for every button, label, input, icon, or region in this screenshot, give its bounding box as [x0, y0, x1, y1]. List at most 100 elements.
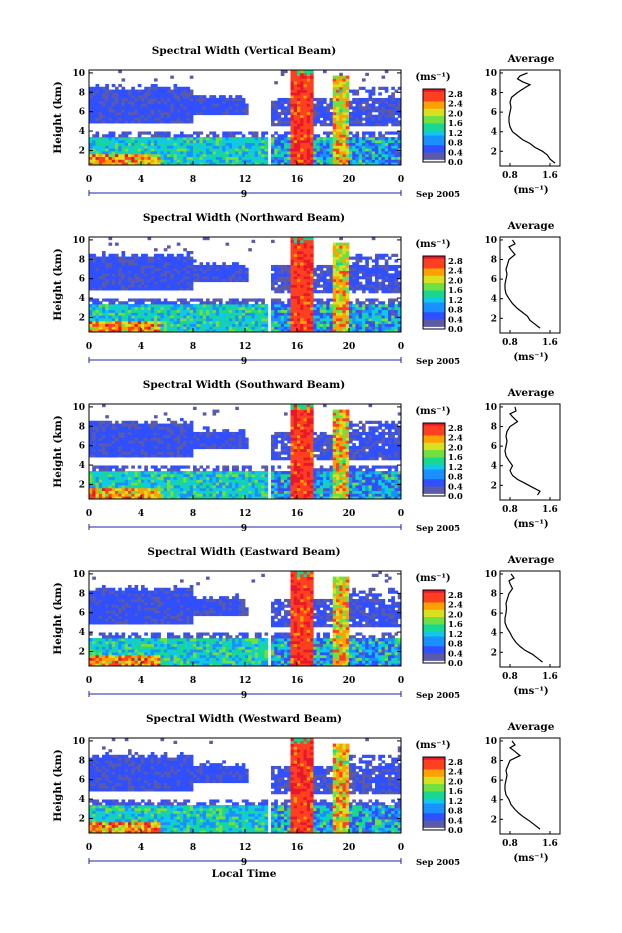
profile-frame — [500, 738, 560, 834]
profile-title: Average — [507, 387, 555, 399]
x-tick-label: 12 — [239, 676, 252, 686]
x-tick-label: 8 — [190, 175, 196, 185]
day-label: 9 — [241, 524, 247, 534]
y-tick-label: 4 — [79, 461, 85, 471]
profile-x-label: (ms⁻¹) — [513, 686, 548, 697]
x-tick-label: 0 — [398, 342, 404, 352]
panel-title: Spectral Width (Northward Beam) — [143, 212, 345, 224]
y-tick-label: 2 — [79, 146, 85, 156]
date-label: Sep 2005 — [416, 691, 460, 701]
profile-y-tick-label: 4 — [491, 128, 497, 138]
y-tick-label: 2 — [79, 480, 85, 490]
profile-x-tick-label: 0.8 — [502, 171, 518, 181]
profile-y-tick-label: 4 — [491, 796, 497, 806]
colorbar-tick-label: 1.2 — [448, 129, 463, 139]
colorbar — [423, 757, 445, 830]
date-label: Sep 2005 — [416, 858, 460, 868]
panel-title: Spectral Width (Southward Beam) — [143, 379, 345, 391]
profile-x-tick-label: 0.8 — [502, 505, 518, 515]
colorbar-tick-label: 1.2 — [448, 797, 463, 807]
profile-title: Average — [507, 220, 555, 232]
colorbar-unit: (ms⁻¹) — [415, 239, 450, 250]
colorbar-unit: (ms⁻¹) — [415, 573, 450, 584]
profile-y-tick-label: 6 — [491, 275, 497, 285]
profile-y-tick-label: 10 — [484, 403, 497, 413]
colorbar-tick-label: 2.4 — [448, 601, 463, 611]
date-label: Sep 2005 — [416, 357, 460, 367]
y-tick-label: 2 — [79, 647, 85, 657]
heatmap-cells — [89, 571, 401, 666]
x-tick-label: 0 — [398, 509, 404, 519]
panel-3: Spectral Width (Southward Beam)246810Hei… — [52, 379, 560, 534]
colorbar-tick-label: 1.2 — [448, 463, 463, 473]
x-tick-label: 16 — [291, 342, 304, 352]
profile-y-tick-label: 4 — [491, 629, 497, 639]
heatmap-cells — [89, 738, 401, 833]
y-tick-label: 8 — [79, 756, 85, 766]
x-tick-label: 0 — [398, 175, 404, 185]
colorbar-tick-label: 1.6 — [448, 620, 463, 630]
colorbar — [423, 590, 445, 663]
x-tick-label: 4 — [138, 509, 144, 519]
colorbar-tick-label: 2.0 — [448, 610, 463, 620]
colorbar-tick-label: 0.8 — [448, 306, 463, 316]
profile-x-label: (ms⁻¹) — [513, 519, 548, 530]
profile-y-tick-label: 8 — [491, 757, 497, 767]
y-tick-label: 6 — [79, 609, 85, 619]
colorbar-unit: (ms⁻¹) — [415, 72, 450, 83]
colorbar-tick-label: 0.8 — [448, 640, 463, 650]
y-tick-label: 4 — [79, 127, 85, 137]
profile-y-tick-label: 2 — [491, 648, 497, 658]
profile-y-tick-label: 8 — [491, 89, 497, 99]
profile-line — [505, 741, 540, 829]
profile-x-tick-label: 0.8 — [502, 672, 518, 682]
y-axis-label: Height (km) — [52, 248, 64, 320]
panels: Spectral Width (Vertical Beam)246810Heig… — [52, 45, 560, 868]
colorbar-tick-label: 1.6 — [448, 286, 463, 296]
colorbar-tick-label: 1.6 — [448, 453, 463, 463]
colorbar-tick-label: 2.8 — [448, 591, 463, 601]
y-tick-label: 6 — [79, 108, 85, 118]
x-tick-label: 0 — [86, 509, 92, 519]
profile-line — [505, 574, 543, 662]
profile-y-tick-label: 4 — [491, 462, 497, 472]
profile-title: Average — [507, 53, 555, 65]
colorbar-tick-label: 0.0 — [448, 826, 463, 836]
y-tick-label: 4 — [79, 795, 85, 805]
x-tick-label: 12 — [239, 843, 252, 853]
heatmap-cells — [89, 237, 401, 332]
colorbar-tick-label: 2.4 — [448, 267, 463, 277]
y-tick-label: 2 — [79, 814, 85, 824]
y-tick-label: 6 — [79, 776, 85, 786]
colorbar-tick-label: 1.6 — [448, 119, 463, 129]
heatmap-cells — [89, 404, 401, 499]
x-tick-label: 16 — [291, 843, 304, 853]
x-tick-label: 4 — [138, 342, 144, 352]
colorbar-tick-label: 2.0 — [448, 276, 463, 286]
y-tick-label: 10 — [72, 570, 85, 580]
day-label: 9 — [241, 691, 247, 701]
x-tick-label: 20 — [343, 175, 356, 185]
y-axis-label: Height (km) — [52, 582, 64, 654]
profile-x-tick-label: 0.8 — [502, 338, 518, 348]
profile-line — [509, 73, 555, 163]
x-tick-label: 20 — [343, 843, 356, 853]
y-tick-label: 8 — [79, 589, 85, 599]
profile-line — [505, 240, 540, 328]
profile-y-tick-label: 8 — [491, 423, 497, 433]
colorbar-tick-label: 0.8 — [448, 139, 463, 149]
x-tick-label: 8 — [190, 843, 196, 853]
profile-y-tick-label: 2 — [491, 314, 497, 324]
y-tick-label: 8 — [79, 255, 85, 265]
x-tick-label: 20 — [343, 342, 356, 352]
profile-y-tick-label: 4 — [491, 295, 497, 305]
profile-line — [505, 407, 540, 495]
x-axis-label: Local Time — [212, 868, 277, 880]
x-tick-label: 12 — [239, 175, 252, 185]
y-axis-label: Height (km) — [52, 81, 64, 153]
x-tick-label: 4 — [138, 175, 144, 185]
x-tick-label: 12 — [239, 342, 252, 352]
x-tick-label: 4 — [138, 843, 144, 853]
x-tick-label: 20 — [343, 509, 356, 519]
profile-y-tick-label: 2 — [491, 481, 497, 491]
